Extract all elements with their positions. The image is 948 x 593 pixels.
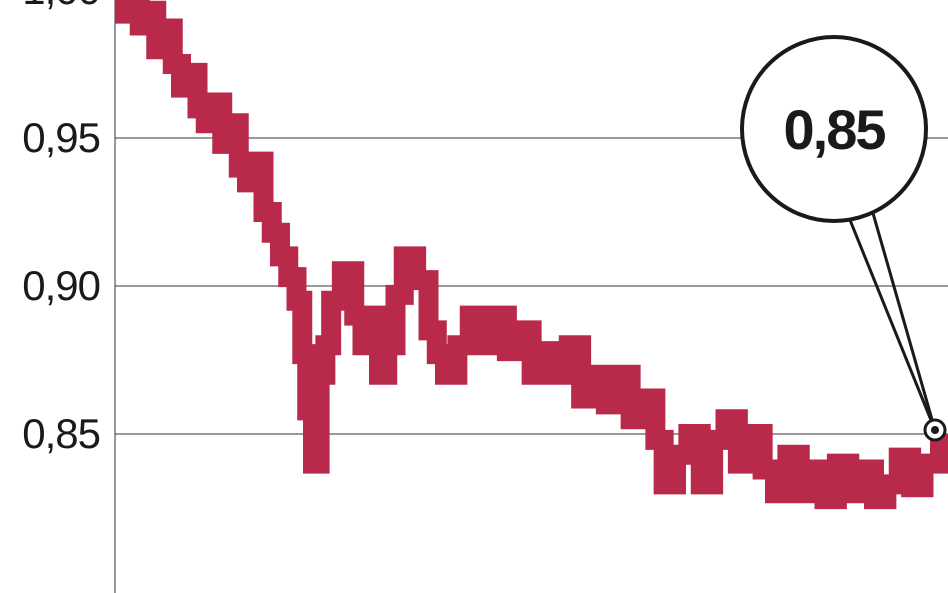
current-value-callout: 0,85 [740, 35, 928, 223]
y-tick-label-095: 0,95 [22, 114, 100, 162]
y-tick-label-085: 0,85 [22, 410, 100, 458]
price-chart: 1,00 0,95 0,90 0,85 0,85 [0, 0, 948, 593]
current-value-text: 0,85 [784, 97, 885, 162]
y-tick-label-090: 0,90 [22, 262, 100, 310]
y-tick-label-100: 1,00 [22, 0, 100, 14]
